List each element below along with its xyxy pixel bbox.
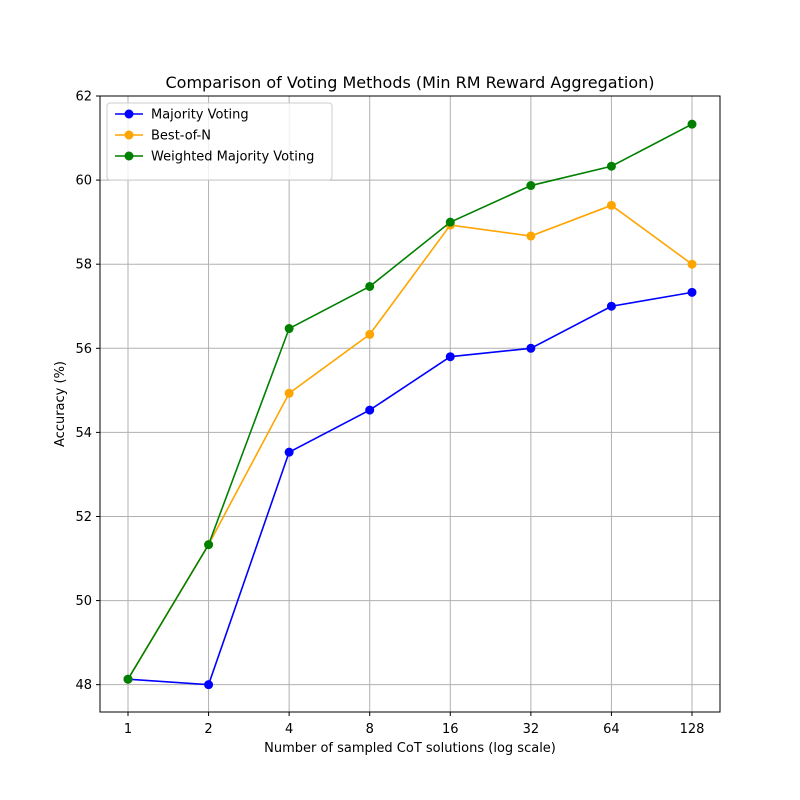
x-tick-label: 4 — [285, 722, 293, 737]
majority-voting-point — [284, 447, 294, 457]
legend-marker-weighted-majority-voting — [124, 151, 134, 161]
best-of-n-point — [284, 388, 294, 398]
legend-label-weighted-majority-voting: Weighted Majority Voting — [151, 150, 314, 165]
x-axis-ticks: 1 2 4 8 16 32 64 128 — [124, 712, 705, 737]
x-tick-label: 16 — [442, 722, 459, 737]
best-of-n-point — [606, 200, 616, 210]
weighted-majority-voting-point — [445, 217, 455, 227]
best-of-n-point — [365, 329, 375, 339]
legend-label-best-of-n: Best-of-N — [151, 129, 211, 144]
plot-frame — [99, 95, 721, 713]
series-layer — [123, 119, 697, 690]
weighted-majority-voting-point — [123, 674, 133, 684]
y-axis-label: Accuracy (%) — [53, 361, 68, 447]
weighted-majority-voting-line — [127, 123, 693, 680]
legend-marker-majority-voting — [124, 109, 134, 119]
y-tick-label: 48 — [75, 678, 92, 693]
weighted-majority-voting-point — [365, 281, 375, 291]
x-tick-label: 128 — [680, 722, 705, 737]
chart-title: Comparison of Voting Methods (Min RM Rew… — [166, 73, 655, 92]
y-tick-label: 60 — [75, 174, 92, 189]
y-tick-label: 54 — [75, 426, 92, 441]
y-tick-label: 58 — [75, 258, 92, 273]
x-tick-label: 8 — [366, 722, 374, 737]
weighted-majority-voting-point — [204, 540, 214, 550]
majority-voting-line — [127, 291, 693, 686]
majority-voting-point — [606, 301, 616, 311]
x-tick-label: 64 — [603, 722, 620, 737]
x-tick-label: 2 — [204, 722, 212, 737]
best-of-n-line — [127, 204, 693, 680]
majority-voting-point — [445, 352, 455, 362]
x-tick-label: 1 — [124, 722, 132, 737]
best-of-n-point — [687, 259, 697, 269]
best-of-n-point — [526, 231, 536, 241]
majority-voting-point — [365, 405, 375, 415]
legend-label-majority-voting: Majority Voting — [151, 108, 249, 123]
y-axis-ticks: 48 50 52 54 56 58 60 62 — [75, 90, 100, 693]
y-tick-label: 56 — [75, 342, 92, 357]
majority-voting-point — [204, 680, 214, 690]
legend: Majority Voting Best-of-N Weighted Majorit… — [106, 102, 333, 181]
x-tick-label: 32 — [523, 722, 540, 737]
majority-voting-point — [526, 343, 536, 353]
legend-box — [106, 102, 333, 181]
y-tick-label: 52 — [75, 510, 92, 525]
majority-voting-point — [687, 287, 697, 297]
weighted-majority-voting-point — [284, 324, 294, 334]
weighted-majority-voting-point — [606, 161, 616, 171]
weighted-majority-voting-point — [687, 119, 697, 129]
x-axis-label: Number of sampled CoT solutions (log sca… — [264, 741, 556, 756]
weighted-majority-voting-point — [526, 181, 536, 191]
y-tick-label: 50 — [75, 594, 92, 609]
y-tick-label: 62 — [75, 90, 92, 105]
legend-marker-best-of-n — [124, 130, 134, 140]
